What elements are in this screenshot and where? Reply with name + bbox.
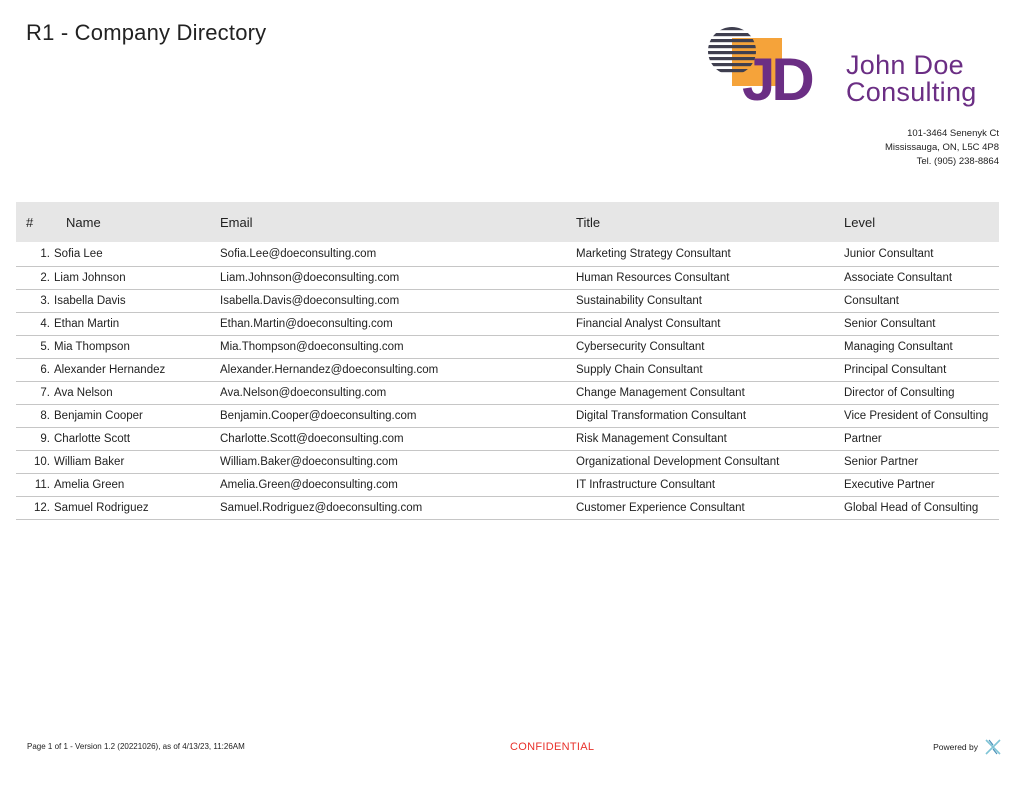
cell-num: 6.: [16, 358, 52, 382]
cell-name: Ava Nelson: [52, 381, 220, 405]
cell-email: Charlotte.Scott@doeconsulting.com: [220, 427, 576, 451]
cell-level: Partner: [844, 427, 999, 451]
table-header-row: # Name Email Title Level: [16, 202, 999, 242]
cell-email: Ethan.Martin@doeconsulting.com: [220, 312, 576, 336]
page-info: Page 1 of 1 - Version 1.2 (20221026), as…: [27, 742, 245, 751]
cell-num: 9.: [16, 427, 52, 451]
cell-level: Director of Consulting: [844, 381, 999, 405]
table-row: 12. Samuel Rodriguez Samuel.Rodriguez@doec…: [16, 496, 999, 520]
cell-email: Sofia.Lee@doeconsulting.com: [220, 242, 576, 267]
cell-name: Isabella Davis: [52, 289, 220, 313]
cell-level: Junior Consultant: [844, 242, 999, 267]
powered-by: Powered by: [933, 738, 1002, 756]
cell-level: Vice President of Consulting: [844, 404, 999, 428]
cell-level: Executive Partner: [844, 473, 999, 497]
report-title: R1 - Company Directory: [26, 20, 267, 45]
header-name: Name: [66, 214, 101, 230]
cell-num: 4.: [16, 312, 52, 336]
company-name: John Doe Consulting: [846, 52, 977, 106]
company-address: 101-3464 Senenyk Ct Mississauga, ON, L5C…: [885, 127, 999, 169]
header-email: Email: [220, 214, 253, 230]
cell-num: 3.: [16, 289, 52, 313]
table-row: 10. William Baker William.Baker@doeconsult…: [16, 450, 999, 474]
cell-title: Customer Experience Consultant: [576, 496, 844, 520]
cell-num: 7.: [16, 381, 52, 405]
cell-name: Charlotte Scott: [52, 427, 220, 451]
table-row: 8. Benjamin Cooper Benjamin.Cooper@doecons…: [16, 404, 999, 428]
table-row: 4. Ethan Martin Ethan.Martin@doeconsulting…: [16, 312, 999, 336]
cell-level: Senior Consultant: [844, 312, 999, 336]
address-line: Mississauga, ON, L5C 4P8: [884, 142, 999, 153]
cell-title: Sustainability Consultant: [576, 289, 844, 313]
cell-email: Ava.Nelson@doeconsulting.com: [220, 381, 576, 405]
cell-name: Sofia Lee: [52, 242, 220, 267]
cell-num: 5.: [16, 335, 52, 359]
cell-level: Managing Consultant: [844, 335, 999, 359]
cell-email: Amelia.Green@doeconsulting.com: [220, 473, 576, 497]
cell-name: Mia Thompson: [52, 335, 220, 359]
table-row: 6. Alexander Hernandez Alexander.Hernandez…: [16, 358, 999, 382]
cell-email: William.Baker@doeconsulting.com: [220, 450, 576, 474]
table-row: 2. Liam Johnson Liam.Johnson@doeconsulting…: [16, 266, 999, 290]
cell-title: IT Infrastructure Consultant: [576, 473, 844, 497]
cell-level: Senior Partner: [844, 450, 999, 474]
cell-title: Supply Chain Consultant: [576, 358, 844, 382]
cell-title: Human Resources Consultant: [576, 266, 844, 290]
cell-title: Marketing Strategy Consultant: [576, 242, 844, 267]
cell-email: Alexander.Hernandez@doeconsulting.com: [220, 358, 576, 382]
cell-name: Ethan Martin: [52, 312, 220, 336]
table-row: 3. Isabella Davis Isabella.Davis@doeconsul…: [16, 289, 999, 313]
cell-email: Benjamin.Cooper@doeconsulting.com: [220, 404, 576, 428]
table-row: 5. Mia Thompson Mia.Thompson@doeconsulting…: [16, 335, 999, 359]
address-line: 101-3464 Senenyk Ct: [907, 128, 999, 139]
cell-name: William Baker: [52, 450, 220, 474]
cell-level: Associate Consultant: [844, 266, 999, 290]
cell-email: Liam.Johnson@doeconsulting.com: [220, 266, 576, 290]
cell-level: Consultant: [844, 289, 999, 313]
cell-num: 11.: [16, 473, 52, 497]
powered-by-label: Powered by: [933, 742, 978, 752]
header-title: Title: [576, 214, 601, 230]
header-level: Level: [844, 214, 876, 230]
cell-email: Isabella.Davis@doeconsulting.com: [220, 289, 576, 313]
cell-title: Cybersecurity Consultant: [576, 335, 844, 359]
confidential-label: CONFIDENTIAL: [510, 741, 595, 753]
cell-num: 12.: [16, 496, 52, 520]
cell-name: Amelia Green: [52, 473, 220, 497]
cell-level: Principal Consultant: [844, 358, 999, 382]
cell-title: Financial Analyst Consultant: [576, 312, 844, 336]
jd-logo-mark-icon: JD: [708, 27, 816, 108]
table-row: 11. Amelia Green Amelia.Green@doeconsultin…: [16, 473, 999, 497]
directory-table: # Name Email Title Level 1. Sofia Lee Sofi…: [16, 202, 999, 520]
table-row: 7. Ava Nelson Ava.Nelson@doeconsulting.com…: [16, 381, 999, 405]
table-row: 1. Sofia Lee Sofia.Lee@doeconsulting.com Ma…: [16, 242, 999, 267]
cell-title: Digital Transformation Consultant: [576, 404, 844, 428]
cell-num: 1.: [16, 242, 52, 267]
x-logo-icon: [985, 739, 1001, 755]
cell-title: Change Management Consultant: [576, 381, 844, 405]
cell-name: Samuel Rodriguez: [52, 496, 220, 520]
company-logo: JD John Doe Consulting: [706, 18, 1006, 108]
cell-name: Benjamin Cooper: [52, 404, 220, 428]
cell-email: Mia.Thompson@doeconsulting.com: [220, 335, 576, 359]
cell-title: Risk Management Consultant: [576, 427, 844, 451]
cell-email: Samuel.Rodriguez@doeconsulting.com: [220, 496, 576, 520]
company-name-line1: John Doe: [846, 50, 964, 80]
cell-name: Alexander Hernandez: [52, 358, 220, 382]
svg-text:JD: JD: [742, 46, 812, 108]
cell-num: 8.: [16, 404, 52, 428]
cell-name: Liam Johnson: [52, 266, 220, 290]
header-num: #: [26, 214, 34, 230]
cell-title: Organizational Development Consultant: [576, 450, 844, 474]
company-name-line2: Consulting: [846, 77, 977, 107]
table-row: 9. Charlotte Scott Charlotte.Scott@doecons…: [16, 427, 999, 451]
cell-level: Global Head of Consulting: [844, 496, 999, 520]
cell-num: 2.: [16, 266, 52, 290]
cell-num: 10.: [16, 450, 52, 474]
address-phone: Tel. (905) 238-8864: [916, 156, 999, 167]
